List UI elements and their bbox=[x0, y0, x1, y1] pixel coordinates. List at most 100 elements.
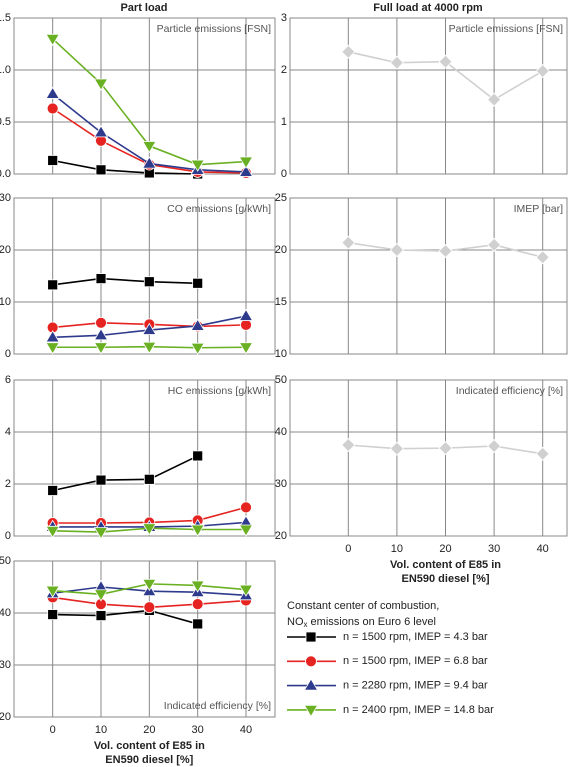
x-tick-label: 0 bbox=[50, 724, 56, 736]
legend-marker bbox=[305, 655, 317, 668]
legend-title: Constant center of combustion, bbox=[287, 600, 439, 612]
marker bbox=[438, 243, 453, 259]
x-tick-label: 10 bbox=[95, 724, 107, 736]
marker bbox=[95, 610, 107, 621]
marker bbox=[341, 44, 356, 59]
x-axis-label: EN590 diesel [%] bbox=[105, 754, 193, 766]
y-tick-label: 0.0 bbox=[0, 168, 11, 180]
panel-title: CO emissions [g/kWh] bbox=[167, 203, 271, 215]
marker bbox=[190, 524, 205, 537]
marker bbox=[341, 437, 356, 453]
y-tick-label: 0 bbox=[5, 530, 11, 542]
legend-marker bbox=[303, 678, 319, 691]
marker bbox=[142, 578, 157, 592]
panel-title: IMEP [bar] bbox=[514, 203, 563, 215]
x-tick-label: 40 bbox=[537, 543, 549, 555]
series-line bbox=[52, 277, 198, 286]
marker bbox=[142, 141, 157, 154]
marker bbox=[389, 441, 404, 456]
marker bbox=[143, 601, 156, 614]
y-tick-label: 10 bbox=[0, 296, 11, 308]
y-tick-label: 40 bbox=[0, 607, 11, 619]
column-title: Full load at 4000 rpm bbox=[373, 2, 483, 14]
marker bbox=[93, 78, 109, 91]
panel-title: Particle emissions [FSN] bbox=[449, 23, 563, 35]
marker bbox=[47, 279, 59, 291]
marker bbox=[487, 237, 502, 252]
plot-frame bbox=[289, 197, 568, 355]
marker bbox=[143, 473, 155, 485]
y-tick-label: 6 bbox=[5, 374, 11, 386]
marker bbox=[95, 316, 107, 329]
marker bbox=[45, 330, 60, 343]
marker bbox=[438, 441, 453, 456]
y-tick-label: 20 bbox=[275, 244, 287, 256]
marker bbox=[46, 102, 59, 115]
marker bbox=[93, 589, 109, 602]
legend-label: n = 1500 rpm, IMEP = 4.3 bar bbox=[343, 631, 488, 643]
legend-title-part: emissions on Euro 6 level bbox=[308, 616, 436, 628]
marker bbox=[438, 54, 453, 69]
y-tick-label: 20 bbox=[0, 711, 11, 723]
x-tick-label: 10 bbox=[391, 543, 403, 555]
marker bbox=[142, 322, 157, 335]
panel-title: Indicated efficiency [%] bbox=[456, 385, 563, 397]
marker bbox=[238, 308, 254, 321]
marker bbox=[143, 276, 155, 288]
marker bbox=[190, 159, 205, 172]
marker bbox=[190, 318, 205, 331]
marker bbox=[190, 342, 205, 356]
x-tick-label: 20 bbox=[439, 543, 451, 555]
y-tick-label: 3 bbox=[281, 12, 287, 24]
y-tick-label: 4 bbox=[5, 426, 11, 438]
marker bbox=[535, 250, 550, 265]
x-axis-label: Vol. content of E85 in bbox=[390, 559, 501, 571]
marker bbox=[238, 342, 254, 355]
y-tick-label: 1.0 bbox=[0, 64, 11, 76]
legend-marker bbox=[303, 705, 319, 718]
column-title: Part load bbox=[120, 2, 167, 14]
marker bbox=[93, 527, 109, 540]
legend-title-part: NO bbox=[287, 616, 304, 628]
x-tick-label: 30 bbox=[488, 543, 500, 555]
x-tick-label: 0 bbox=[345, 543, 351, 555]
marker bbox=[95, 474, 107, 486]
x-tick-label: 20 bbox=[143, 724, 155, 736]
marker bbox=[45, 525, 60, 539]
y-tick-label: 50 bbox=[275, 374, 287, 386]
marker bbox=[238, 164, 254, 177]
marker bbox=[341, 235, 356, 250]
legend-label: n = 2400 rpm, IMEP = 14.8 bar bbox=[343, 704, 494, 716]
y-tick-label: 20 bbox=[275, 530, 287, 542]
marker bbox=[389, 242, 404, 258]
legend-label: n = 1500 rpm, IMEP = 6.8 bar bbox=[343, 655, 488, 667]
y-tick-label: 50 bbox=[0, 555, 11, 567]
marker bbox=[487, 92, 502, 107]
y-tick-label: 0.5 bbox=[0, 116, 11, 128]
marker bbox=[535, 446, 550, 461]
marker bbox=[45, 342, 60, 355]
panel-title: Indicated efficiency [%] bbox=[164, 700, 271, 712]
y-tick-label: 1 bbox=[281, 116, 287, 128]
y-tick-label: 30 bbox=[0, 192, 11, 204]
series-line bbox=[52, 455, 199, 492]
y-tick-label: 30 bbox=[275, 478, 287, 490]
marker bbox=[191, 598, 204, 611]
x-axis-label: Vol. content of E85 in bbox=[94, 740, 205, 752]
marker bbox=[142, 523, 157, 536]
marker bbox=[240, 501, 252, 514]
marker bbox=[47, 485, 59, 496]
marker bbox=[93, 125, 109, 138]
marker bbox=[240, 318, 252, 331]
y-tick-label: 40 bbox=[275, 426, 287, 438]
legend-marker bbox=[305, 631, 317, 643]
y-tick-label: 1.5 bbox=[0, 12, 11, 24]
marker bbox=[95, 164, 107, 176]
y-tick-label: 0 bbox=[5, 348, 11, 360]
y-tick-label: 15 bbox=[275, 296, 287, 308]
marker bbox=[192, 618, 204, 630]
y-tick-label: 25 bbox=[275, 192, 287, 204]
panel-title: Particle emissions [FSN] bbox=[157, 23, 271, 35]
marker bbox=[93, 342, 109, 355]
